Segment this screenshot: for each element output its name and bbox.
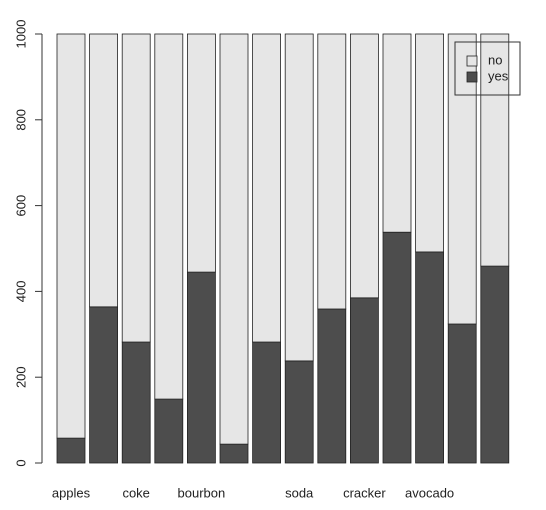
bar-segment <box>121 33 151 343</box>
bar-segment <box>89 306 118 464</box>
y-tick-label: 400 <box>13 281 28 303</box>
x-tick-label: cracker <box>343 485 386 500</box>
legend-swatch <box>466 71 478 83</box>
legend-label: no <box>488 52 502 67</box>
x-tick-label: avocado <box>405 485 454 500</box>
bar-segment <box>56 33 86 439</box>
x-tick-label: bourbon <box>178 485 226 500</box>
bar-segment <box>284 360 314 464</box>
bar-segment <box>480 33 510 267</box>
legend-label: yes <box>488 68 509 83</box>
bar-segment <box>252 33 282 343</box>
y-tick-label: 600 <box>13 195 28 217</box>
legend-box <box>454 41 521 96</box>
bar-segment <box>121 341 151 464</box>
y-tick-label: 800 <box>13 109 28 131</box>
bar-segment <box>154 398 184 464</box>
y-tick-label: 0 <box>13 459 28 466</box>
bar-segment <box>317 308 347 464</box>
bar-segment <box>349 297 379 464</box>
bar-segment <box>415 33 445 253</box>
bar-segment <box>219 33 249 445</box>
bar-segment <box>186 271 216 464</box>
x-tick-label: apples <box>52 485 91 500</box>
y-tick-label: 200 <box>13 366 28 388</box>
bar-segment <box>252 341 282 464</box>
legend-swatch <box>466 55 478 67</box>
y-tick-label: 1000 <box>13 20 28 49</box>
bar-segment <box>186 33 216 273</box>
bar-segment <box>89 33 118 308</box>
bar-segment <box>447 323 477 464</box>
x-tick-label: soda <box>285 485 314 500</box>
x-tick-label: coke <box>122 485 149 500</box>
bar-segment <box>317 33 347 310</box>
bar-segment <box>349 33 379 299</box>
bar-segment <box>154 33 184 400</box>
bar-segment <box>382 231 412 464</box>
bar-segment <box>56 437 86 464</box>
bar-segment <box>284 33 314 362</box>
bar-segment <box>480 265 510 464</box>
bar-segment <box>415 251 445 464</box>
bar-segment <box>219 443 249 464</box>
bar-segment <box>382 33 412 233</box>
